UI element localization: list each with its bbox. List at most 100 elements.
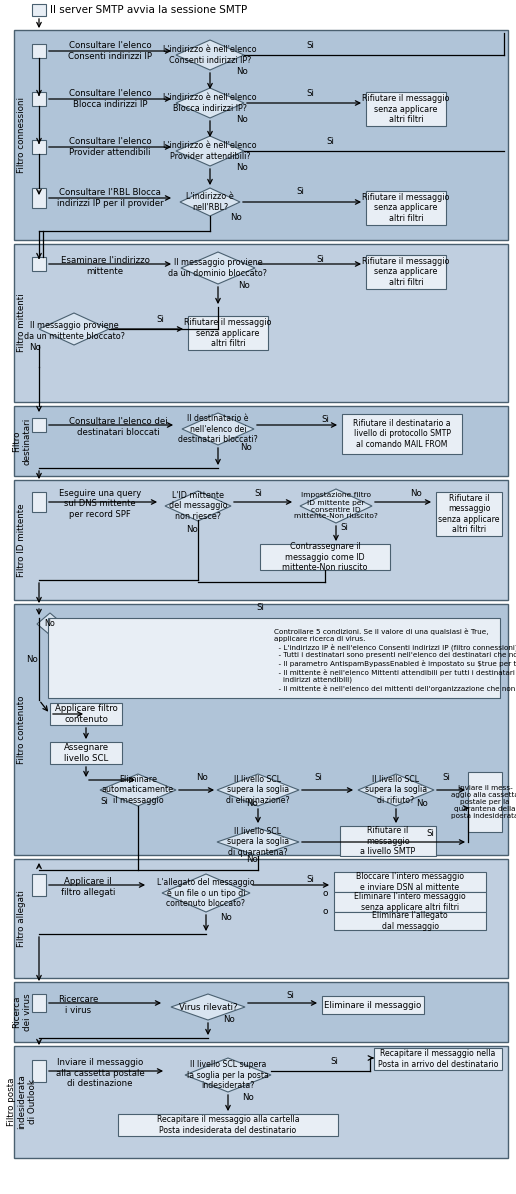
Text: Rifiutare il messaggio
senza applicare
altri filtri: Rifiutare il messaggio senza applicare a…	[362, 94, 450, 124]
Polygon shape	[358, 774, 434, 806]
Text: Filtro mittenti: Filtro mittenti	[18, 294, 26, 352]
Text: Filtro ID mittente: Filtro ID mittente	[18, 503, 26, 577]
Text: Assegnare
livello SCL: Assegnare livello SCL	[63, 744, 108, 763]
Bar	[118, 1114, 338, 1135]
Polygon shape	[176, 88, 244, 118]
Text: Il messaggio proviene
da un dominio bloccato?: Il messaggio proviene da un dominio bloc…	[169, 258, 267, 278]
Text: Recapitare il messaggio alla cartella
Posta indesiderata del destinatario: Recapitare il messaggio alla cartella Po…	[157, 1115, 299, 1134]
Text: Sì: Sì	[316, 254, 324, 264]
Bar	[188, 316, 268, 350]
Text: L'indirizzo è nell'elenco
Blocca indirizzi IP?: L'indirizzo è nell'elenco Blocca indiriz…	[163, 93, 257, 112]
Bar	[50, 741, 122, 764]
Bar	[32, 4, 46, 16]
Bar	[468, 773, 502, 832]
Bar	[32, 140, 46, 154]
Text: Filtro allegati: Filtro allegati	[18, 890, 26, 947]
Bar	[260, 544, 390, 570]
Polygon shape	[165, 491, 231, 521]
Text: Sì: Sì	[340, 523, 348, 533]
Text: Rifiutare il messaggio
senza applicare
altri filtri: Rifiutare il messaggio senza applicare a…	[362, 257, 450, 287]
Text: Rifiutare il messaggio
senza applicare
altri filtri: Rifiutare il messaggio senza applicare a…	[184, 318, 272, 347]
Text: Impostazione filtro
ID mittente per
consentire ID
mittente-Non riuscito?: Impostazione filtro ID mittente per cons…	[294, 492, 378, 519]
Text: Inviare il messaggio
alla cassetta postale
di destinazione: Inviare il messaggio alla cassetta posta…	[56, 1058, 144, 1088]
Polygon shape	[37, 613, 63, 635]
Text: Contrassegnare il
messaggio come ID
mittente-Non riuscito: Contrassegnare il messaggio come ID mitt…	[282, 542, 368, 572]
Text: Filtro contenuto: Filtro contenuto	[18, 695, 26, 764]
Text: L'indirizzo è nell'elenco
Consenti indirizzi IP?: L'indirizzo è nell'elenco Consenti indir…	[163, 45, 257, 64]
Text: Bloccare l'intero messaggio
e inviare DSN al mittente: Bloccare l'intero messaggio e inviare DS…	[356, 873, 464, 892]
Text: No: No	[236, 164, 248, 172]
Text: Consultare l'elenco
Consenti indirizzi IP: Consultare l'elenco Consenti indirizzi I…	[68, 42, 152, 61]
Bar	[32, 92, 46, 106]
Bar	[342, 414, 462, 454]
Text: Filtro posta
indesiderata
di Outlook: Filtro posta indesiderata di Outlook	[7, 1075, 37, 1130]
Text: L'indirizzo è
nell'RBL?: L'indirizzo è nell'RBL?	[186, 192, 234, 211]
Bar	[14, 30, 508, 240]
Text: Rifiutare il
messaggio
a livello SMTP: Rifiutare il messaggio a livello SMTP	[360, 826, 415, 856]
Bar	[334, 912, 486, 930]
Text: No: No	[246, 800, 258, 808]
Bar	[14, 858, 508, 978]
Text: No: No	[236, 116, 248, 124]
Bar	[32, 257, 46, 271]
Bar	[50, 703, 122, 725]
Text: Sì: Sì	[330, 1058, 338, 1066]
Text: Il server SMTP avvia la sessione SMTP: Il server SMTP avvia la sessione SMTP	[50, 5, 247, 16]
Text: Il livello SCL supera
la soglia per la posta
indesiderata?: Il livello SCL supera la soglia per la p…	[187, 1060, 269, 1090]
Text: Inviare il mess-
aggio alla cassetta
postale per la
quarantena della
posta indes: Inviare il mess- aggio alla cassetta pos…	[451, 784, 516, 819]
Bar	[366, 92, 446, 127]
Text: Sì: Sì	[156, 314, 164, 324]
Text: Virus rilevati?: Virus rilevati?	[179, 1003, 237, 1011]
Text: Sì: Sì	[296, 187, 304, 197]
Bar	[32, 993, 46, 1013]
Text: Rifiutare il messaggio
senza applicare
altri filtri: Rifiutare il messaggio senza applicare a…	[362, 193, 450, 223]
Bar	[14, 604, 508, 855]
Text: Il livello SCL
supera la soglia
di eliminazione?: Il livello SCL supera la soglia di elimi…	[226, 775, 290, 805]
Bar	[334, 892, 486, 912]
Polygon shape	[217, 774, 299, 806]
Text: Il livello SCL
supera la soglia
di quarantena?: Il livello SCL supera la soglia di quara…	[227, 827, 289, 857]
Text: No: No	[186, 525, 198, 535]
Bar	[48, 618, 500, 698]
Text: Esaminare l'indirizzo
mittente: Esaminare l'indirizzo mittente	[60, 257, 150, 276]
Text: Sì: Sì	[306, 875, 314, 885]
Text: No: No	[238, 281, 250, 289]
Bar	[14, 1046, 508, 1158]
Text: Eliminare l'allegato
dal messaggio: Eliminare l'allegato dal messaggio	[372, 911, 448, 930]
Polygon shape	[185, 1058, 271, 1093]
Text: Controllare 5 condizioni. Se il valore di una qualsiasi è True,
applicare ricerc: Controllare 5 condizioni. Se il valore d…	[274, 628, 516, 691]
Polygon shape	[217, 827, 299, 856]
Text: Filtro
destinatari: Filtro destinatari	[12, 418, 31, 464]
Text: o: o	[322, 907, 328, 917]
Text: o: o	[322, 888, 328, 898]
Text: Il livello SCL
supera la soglia
di rifiuto?: Il livello SCL supera la soglia di rifiu…	[365, 775, 427, 805]
Polygon shape	[176, 41, 244, 70]
Polygon shape	[100, 774, 176, 806]
Text: Sì: Sì	[314, 774, 322, 782]
Text: No: No	[410, 490, 422, 499]
Text: Filtro connessioni: Filtro connessioni	[18, 97, 26, 173]
Text: Il messaggio proviene
da un mittente bloccato?: Il messaggio proviene da un mittente blo…	[24, 321, 124, 340]
Text: No: No	[220, 913, 232, 923]
Text: Sì: Sì	[100, 798, 108, 806]
Bar	[322, 996, 424, 1014]
Text: Eseguire una query
sul DNS mittente
per record SPF: Eseguire una query sul DNS mittente per …	[59, 490, 141, 519]
Text: No: No	[44, 620, 55, 628]
Text: Sì: Sì	[326, 137, 334, 147]
Text: Sì: Sì	[254, 490, 262, 499]
Bar	[436, 492, 502, 536]
Text: Rifiutare il destinatario a
livello di protocollo SMTP
al comando MAIL FROM: Rifiutare il destinatario a livello di p…	[353, 419, 451, 449]
Text: Consultare l'RBL Blocca
indirizzi IP per il provider: Consultare l'RBL Blocca indirizzi IP per…	[57, 189, 163, 208]
Bar	[14, 406, 508, 476]
Text: No: No	[236, 68, 248, 76]
Text: No: No	[416, 800, 428, 808]
Text: Eliminare l'intero messaggio
senza applicare altri filtri: Eliminare l'intero messaggio senza appli…	[354, 892, 466, 912]
Polygon shape	[171, 993, 245, 1020]
Polygon shape	[181, 252, 255, 284]
Text: Sì: Sì	[306, 42, 314, 50]
Text: Applicare filtro
contenuto: Applicare filtro contenuto	[55, 704, 117, 724]
Text: L'indirizzo è nell'elenco
Provider attendibili?: L'indirizzo è nell'elenco Provider atten…	[163, 141, 257, 161]
Bar	[32, 418, 46, 432]
Text: Consultare l'elenco dei
destinatari bloccati: Consultare l'elenco dei destinatari bloc…	[69, 417, 167, 437]
Bar	[366, 191, 446, 224]
